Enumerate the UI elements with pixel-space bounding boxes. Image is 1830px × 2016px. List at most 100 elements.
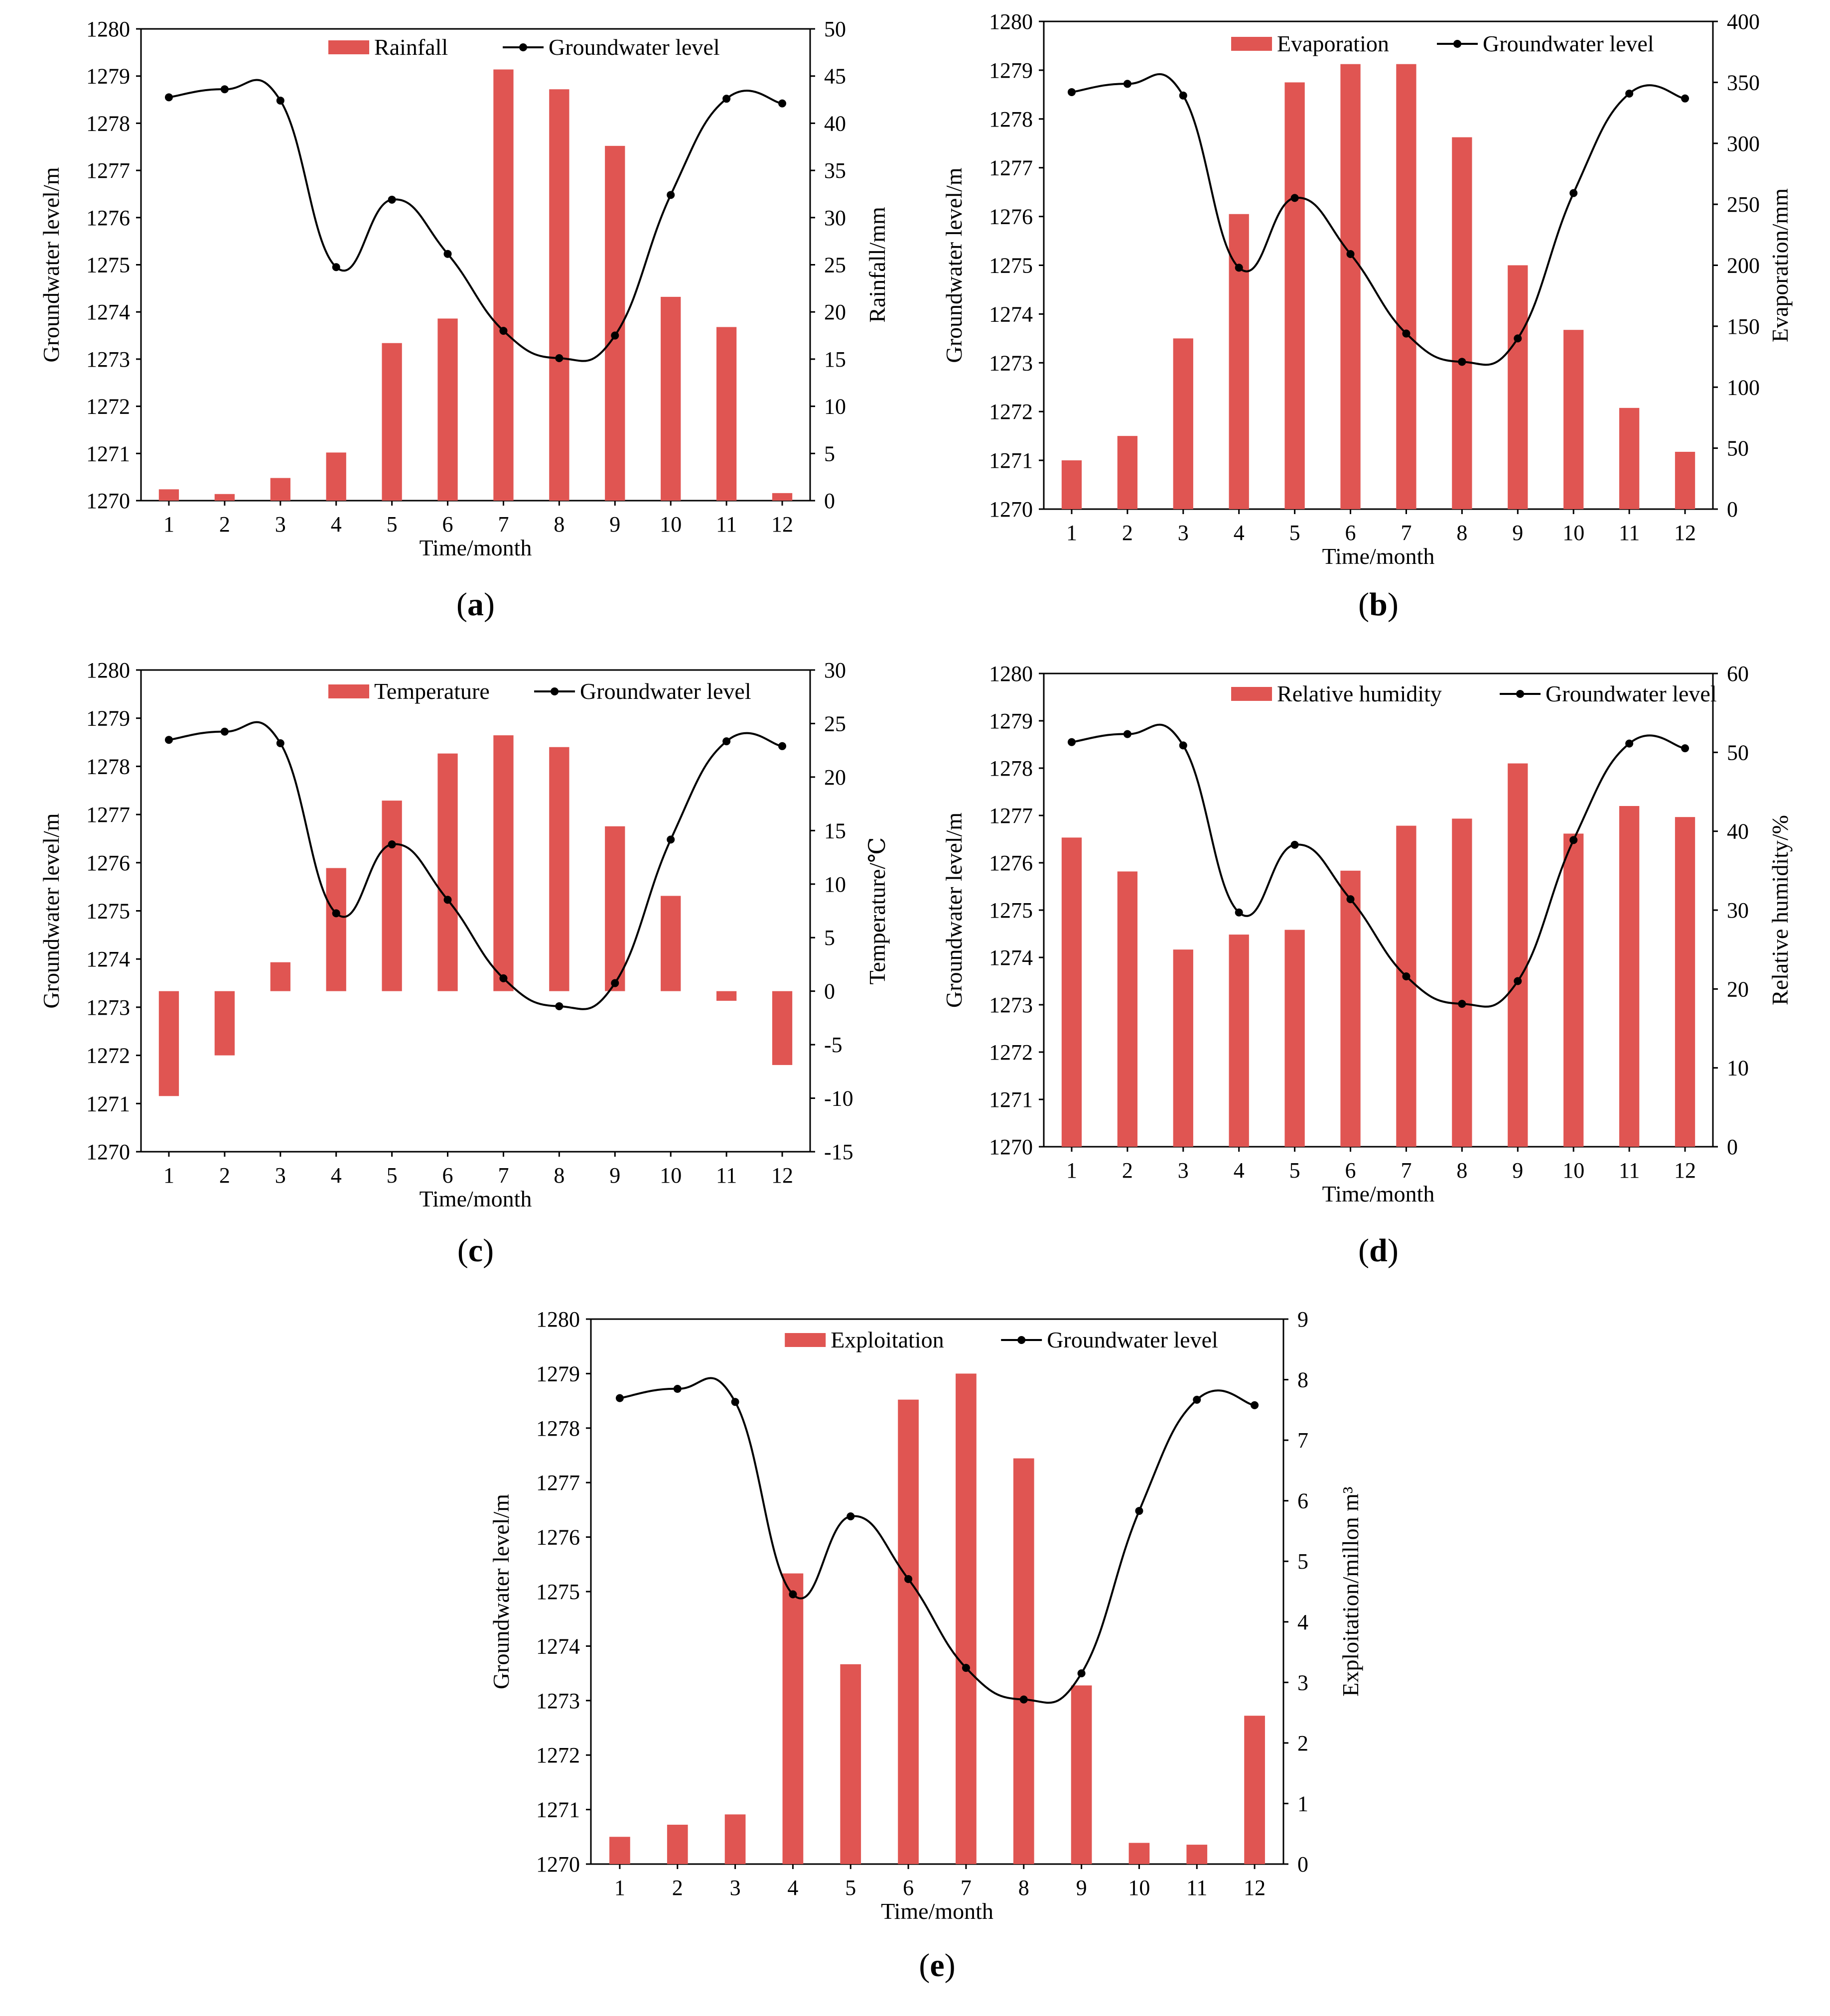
right-tick-label: 20 (824, 765, 846, 790)
x-tick-label: 9 (609, 1163, 620, 1188)
bar (1173, 949, 1193, 1147)
groundwater-marker (443, 896, 452, 904)
x-tick-label: 1 (163, 1163, 174, 1188)
left-tick-label: 1270 (86, 1140, 130, 1164)
x-axis-label: Time/month (420, 535, 532, 560)
right-tick-label: 0 (1727, 1135, 1738, 1159)
x-tick-label: 11 (1619, 521, 1640, 545)
bar (605, 826, 625, 991)
groundwater-marker (555, 1002, 563, 1010)
groundwater-marker (1251, 1401, 1259, 1409)
bar (270, 962, 290, 991)
bar (1117, 871, 1138, 1147)
left-tick-label: 1272 (989, 400, 1033, 424)
left-tick-label: 1275 (989, 254, 1033, 278)
groundwater-marker (220, 727, 229, 736)
left-axis-label: Groundwater level/m (941, 167, 967, 363)
groundwater-line (1071, 723, 1686, 1008)
right-tick-label: 400 (1727, 9, 1760, 34)
groundwater-marker (276, 96, 284, 105)
x-tick-label: 10 (660, 1163, 682, 1188)
bar (1061, 837, 1082, 1147)
right-tick-label: 5 (824, 926, 835, 950)
right-axis-label: Relative humidity/% (1767, 815, 1793, 1005)
right-tick-label: 10 (1727, 1056, 1749, 1080)
x-tick-label: 4 (1234, 521, 1245, 545)
bar (549, 89, 569, 501)
x-tick-label: 11 (716, 512, 737, 537)
legend-line-label: Groundwater level (1483, 31, 1654, 56)
right-tick-label: 25 (824, 253, 846, 277)
x-tick-label: 5 (1289, 521, 1300, 545)
right-tick-label: 30 (824, 206, 846, 230)
groundwater-marker (499, 974, 508, 982)
bar (840, 1664, 861, 1864)
groundwater-marker (1402, 972, 1410, 980)
x-tick-label: 10 (1562, 1158, 1584, 1183)
chart-panel-b: 1270127112721273127412751276127712781279… (941, 9, 1793, 623)
groundwater-marker (667, 835, 675, 844)
left-tick-label: 1272 (86, 1044, 130, 1068)
x-tick-label: 12 (1674, 521, 1696, 545)
left-axis-label: Groundwater level/m (38, 167, 64, 362)
right-tick-label: 50 (1727, 740, 1749, 765)
x-tick-label: 8 (554, 512, 564, 537)
bar (1619, 407, 1640, 509)
x-tick-label: 2 (1122, 521, 1133, 545)
legend-line-label: Groundwater level (580, 678, 751, 704)
panel-label-open: ( (1358, 586, 1369, 623)
groundwater-marker (388, 195, 396, 204)
right-tick-label: -15 (824, 1140, 853, 1164)
legend-line-marker (551, 687, 559, 695)
left-tick-label: 1271 (989, 1087, 1033, 1112)
right-tick-label: 10 (824, 395, 846, 419)
bar (661, 896, 681, 991)
bar (437, 318, 458, 501)
left-tick-label: 1276 (536, 1525, 580, 1550)
groundwater-marker (1346, 895, 1355, 904)
x-tick-label: 7 (498, 512, 509, 537)
groundwater-line (619, 1377, 1255, 1704)
bar (326, 868, 346, 991)
groundwater-marker (499, 327, 508, 335)
x-tick-label: 7 (961, 1876, 972, 1900)
bar (1229, 935, 1249, 1147)
right-tick-label: 25 (824, 711, 846, 736)
right-tick-label: 50 (1727, 436, 1749, 461)
left-tick-label: 1278 (536, 1416, 580, 1441)
left-tick-label: 1278 (989, 107, 1033, 132)
panel-label-letter: a (467, 586, 484, 623)
left-tick-label: 1278 (86, 754, 130, 779)
groundwater-marker (1235, 908, 1243, 917)
groundwater-marker (722, 737, 731, 746)
legend-line-marker (1516, 690, 1525, 698)
x-tick-label: 10 (1128, 1876, 1150, 1900)
right-tick-label: -5 (824, 1033, 843, 1057)
x-tick-label: 11 (1619, 1158, 1640, 1183)
left-tick-label: 1274 (989, 302, 1033, 326)
x-axis-label: Time/month (1322, 1181, 1435, 1207)
bar (1186, 1845, 1208, 1864)
left-tick-label: 1276 (989, 205, 1033, 229)
chart-panel-c: 1270127112721273127412751276127712781279… (38, 658, 890, 1269)
panel-label-letter: b (1369, 586, 1388, 623)
x-tick-label: 6 (442, 1163, 453, 1188)
legend-bar-swatch (785, 1333, 826, 1347)
legend-bar-swatch (328, 40, 370, 54)
x-tick-label: 1 (1066, 521, 1077, 545)
groundwater-marker (962, 1664, 970, 1672)
plot-frame (140, 669, 811, 1153)
right-tick-label: 10 (824, 872, 846, 897)
bar (214, 991, 235, 1056)
right-tick-label: 15 (824, 818, 846, 843)
bar (1563, 330, 1584, 509)
bar (956, 1373, 977, 1864)
left-tick-label: 1273 (989, 993, 1033, 1017)
groundwater-marker (1019, 1695, 1028, 1704)
x-tick-label: 3 (730, 1876, 741, 1900)
bar (1244, 1716, 1265, 1864)
x-tick-label: 6 (1345, 1158, 1356, 1183)
bar (1284, 82, 1305, 509)
x-tick-label: 3 (275, 1163, 286, 1188)
right-tick-label: 150 (1727, 314, 1760, 339)
